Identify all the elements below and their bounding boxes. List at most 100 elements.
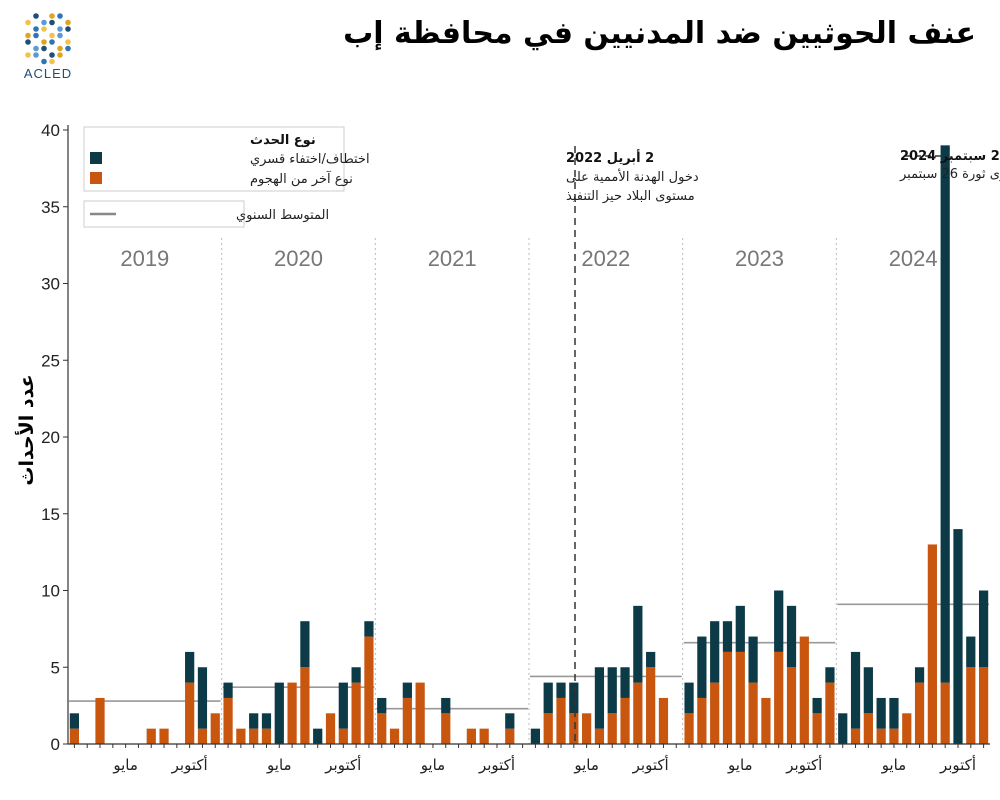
bar-abduction [978,590,989,668]
bar-other-attack [978,667,989,744]
bar-other-attack [799,636,809,744]
bar-abduction [69,713,80,729]
bar-abduction [441,697,451,714]
x-tick-label-may: مايو [727,756,753,774]
bar-other-attack [927,544,937,744]
logo-dot [25,52,31,58]
bar-other-attack [415,682,425,744]
logo-dot [57,32,63,39]
bar-other-attack [95,697,105,744]
annotation-truce-date: 2 أبريل 2022 [566,149,654,166]
logo-dot [41,58,47,65]
y-tick-label: 20 [41,428,60,447]
year-label: 2020 [274,246,323,271]
bar-other-attack [197,728,208,744]
logo-dot [57,52,63,58]
bar-other-attack [582,713,592,744]
logo-dot [25,32,31,39]
bar-other-attack [223,697,233,744]
bar-other-attack [389,728,400,744]
x-tick-label-may: مايو [573,756,599,774]
bar-abduction [774,590,784,652]
x-tick-label-may: مايو [881,756,907,774]
annotation-truce: 2 أبريل 2022 دخول الهدنة الأممية على مست… [566,146,699,745]
bar-other-attack [69,728,80,744]
bar-other-attack [402,697,412,744]
acled-logo: ACLED [24,13,72,81]
bar-other-attack [159,728,169,744]
bar-other-attack [774,651,784,744]
year-label: 2024 [889,246,938,271]
bar-abduction [863,667,873,714]
logo-text: ACLED [24,66,72,81]
annotation-revolution-date: 26 سبتمبر 2024 [900,149,1000,164]
logo-dot [65,45,71,52]
bar-abduction [825,667,835,683]
bar-other-attack [364,636,374,744]
x-tick-label-october: أكتوبر [939,755,976,774]
bar-abduction [876,697,886,729]
bar-other-attack [812,713,822,744]
y-tick-label: 15 [41,505,60,524]
bar-other-attack [300,667,310,744]
annotation-truce-line2: مستوى البلاد حيز التنفيذ [566,189,695,204]
chart-title: عنف الحوثيين ضد المدنيين في محافظة إب [343,16,976,51]
bar-other-attack [966,667,976,744]
logo-dot [25,39,31,45]
bar-other-attack [594,728,605,744]
legend-item-other: نوع آخر من الهجوم [250,170,353,187]
logo-dot [57,13,63,19]
logo-dot [57,45,63,52]
logo-dot [41,19,47,26]
bar-abduction [543,682,553,714]
bar-other-attack [761,697,771,744]
y-axis-label: عدد الأحداث [15,374,38,485]
bar-other-attack [556,697,566,744]
bar-other-attack [902,713,912,744]
bar-abduction [274,682,284,744]
y-tick-label: 10 [41,582,60,601]
bar-abduction [940,145,950,683]
logo-dot [33,52,39,58]
x-tick-label-october: أكتوبر [478,755,515,774]
bar-other-attack [748,682,758,744]
bar-other-attack [185,682,195,744]
y-tick-label: 40 [41,121,60,140]
bar-other-attack [607,713,617,744]
bar-other-attack [684,713,694,744]
bar-other-attack [249,728,259,744]
bar-abduction [569,682,579,714]
bar-other-attack [658,697,669,744]
bar-other-attack [338,728,348,744]
bar-other-attack [146,728,156,744]
bar-other-attack [646,667,656,744]
bar-abduction [748,636,758,683]
bar-abduction [530,728,541,744]
bar-abduction [953,529,963,744]
y-tick-label: 35 [41,198,60,217]
logo-dot [49,32,55,39]
bar-other-attack [377,713,387,744]
bar-abduction [620,667,630,698]
bar-abduction [889,697,899,729]
x-tick-label-may: مايو [112,756,138,774]
bar-abduction [377,697,387,714]
bar-abduction [914,667,925,683]
year-label: 2019 [120,246,169,271]
bar-abduction [786,605,797,668]
logo-dot [49,13,55,19]
bar-other-attack [633,682,643,744]
bar-other-attack [261,728,272,744]
bar-other-attack [710,682,720,744]
bar-other-attack [735,651,745,744]
bar-other-attack [441,713,451,744]
bar-abduction [556,682,566,698]
bar-abduction [594,667,605,729]
bar-abduction [633,605,643,683]
bar-abduction [710,621,720,683]
x-tick-label-may: مايو [266,756,292,774]
logo-dot [57,26,63,32]
year-label: 2022 [581,246,630,271]
year-label: 2023 [735,246,784,271]
bar-abduction [684,682,694,714]
